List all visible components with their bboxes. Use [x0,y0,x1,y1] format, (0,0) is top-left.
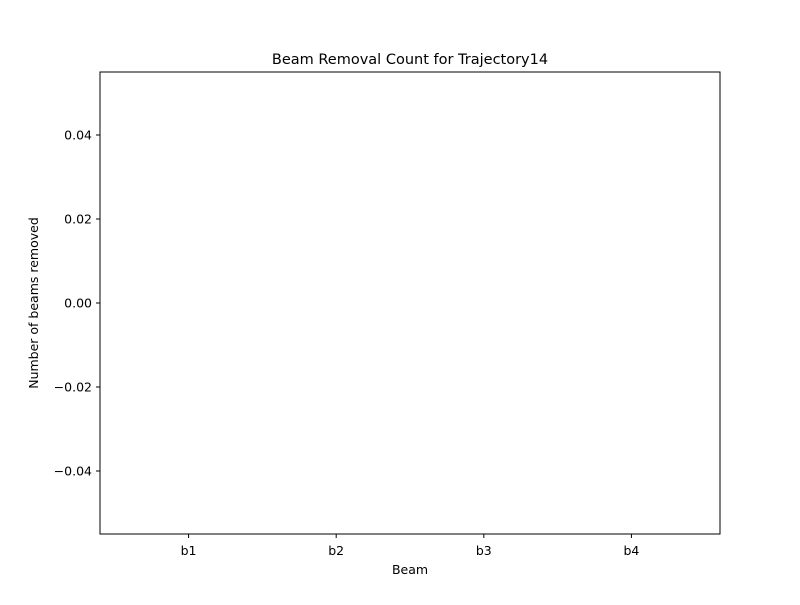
plot-area: b1 b2 b3 b4 −0.04 −0.02 0.00 0.02 0.04 [54,71,721,558]
x-tick-label-b3: b3 [476,543,492,558]
axes-frame [99,71,721,535]
x-axis-label: Beam [392,562,428,577]
x-tick-label-b4: b4 [623,543,639,558]
y-tick-label: 0.02 [64,212,92,227]
x-axis-ticks: b1 b2 b3 b4 [181,534,639,558]
y-tick-label: −0.02 [54,380,92,395]
x-tick-label-b1: b1 [181,543,197,558]
y-tick-label: 0.00 [64,296,92,311]
chart-title: Beam Removal Count for Trajectory14 [272,52,548,68]
y-axis-label: Number of beams removed [26,217,41,389]
y-tick-label: 0.04 [64,128,92,143]
x-tick-label-b2: b2 [328,543,344,558]
y-axis-ticks: −0.04 −0.02 0.00 0.02 0.04 [54,128,100,479]
y-tick-label: −0.04 [54,464,92,479]
